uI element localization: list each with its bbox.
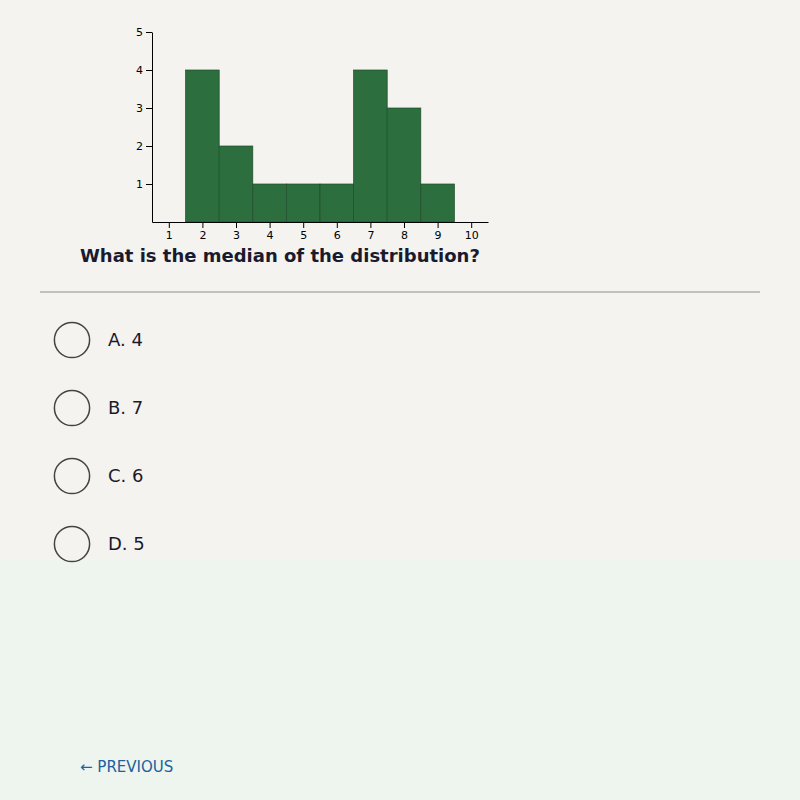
- y-tick: 3: [136, 102, 152, 115]
- x-tick-mark: [169, 222, 170, 228]
- y-tick-mark: [146, 146, 152, 147]
- x-tick-label: 8: [401, 229, 408, 242]
- bar: [421, 184, 455, 222]
- x-tick-mark: [202, 222, 203, 228]
- option-label[interactable]: D. 5: [108, 533, 145, 554]
- option[interactable]: B. 7: [54, 390, 143, 425]
- radio-button[interactable]: [54, 526, 89, 561]
- title: What is the median of the distribution?: [80, 245, 480, 266]
- x-tick-label: 2: [199, 229, 206, 242]
- y-tick-mark: [146, 70, 152, 71]
- bar: [354, 70, 388, 222]
- option[interactable]: C. 6: [54, 458, 143, 493]
- x-tick-mark: [438, 222, 439, 228]
- x-tick: 3: [233, 222, 240, 242]
- background-bottom: [0, 560, 800, 800]
- y-tick-label: 5: [136, 26, 143, 39]
- x-tick-label: 7: [367, 229, 374, 242]
- bar: [253, 184, 287, 222]
- x-tick-label: 6: [334, 229, 341, 242]
- bar: [320, 184, 354, 222]
- y-tick: 2: [136, 140, 152, 153]
- y-axis-line: [152, 33, 153, 223]
- x-axis: 1 2 3 4 5 6 7 8 9 10: [153, 222, 489, 242]
- x-tick: 9: [435, 222, 442, 242]
- x-tick: 6: [334, 222, 341, 242]
- x-tick: 7: [367, 222, 374, 242]
- bar: [219, 146, 253, 222]
- y-tick-mark: [146, 32, 152, 33]
- x-tick: 1: [166, 222, 173, 242]
- x-tick-mark: [404, 222, 405, 228]
- previous-link[interactable]: ← PREVIOUS: [80, 758, 173, 776]
- x-tick-mark: [337, 222, 338, 228]
- option[interactable]: A. 4: [54, 322, 143, 357]
- radio-button[interactable]: [54, 322, 89, 357]
- x-tick-mark: [270, 222, 271, 228]
- x-tick: 2: [199, 222, 206, 242]
- page: 1 2 3 4 5 6 7 8 9 10 1 2 3 4 5 What is the median of th…: [0, 0, 800, 800]
- option-label[interactable]: C. 6: [108, 465, 143, 486]
- bar: [387, 108, 421, 222]
- radio-button[interactable]: [54, 390, 89, 425]
- y-tick-label: 2: [136, 140, 143, 153]
- chart: 1 2 3 4 5 6 7 8 9 10 1 2 3 4 5: [136, 26, 489, 242]
- y-tick-mark: [146, 184, 152, 185]
- radio-button[interactable]: [54, 458, 89, 493]
- bar: [186, 70, 220, 222]
- option[interactable]: D. 5: [54, 526, 144, 561]
- x-tick-label: 9: [435, 229, 442, 242]
- x-tick-mark: [471, 222, 472, 228]
- y-axis: 1 2 3 4 5: [136, 26, 153, 222]
- option-label[interactable]: B. 7: [108, 397, 143, 418]
- y-tick: 5: [136, 26, 152, 39]
- y-tick-label: 3: [136, 102, 143, 115]
- x-tick-label: 1: [166, 229, 173, 242]
- x-tick-mark: [236, 222, 237, 228]
- divider: [40, 291, 760, 293]
- y-tick-label: 4: [136, 64, 143, 77]
- x-tick-label: 5: [300, 229, 307, 242]
- x-tick-label: 3: [233, 229, 240, 242]
- x-tick: 5: [300, 222, 307, 242]
- y-tick: 4: [136, 64, 152, 77]
- x-tick-label: 4: [267, 229, 274, 242]
- x-tick: 10: [465, 222, 479, 242]
- y-tick-label: 1: [136, 178, 143, 191]
- x-tick: 8: [401, 222, 408, 242]
- y-tick: 1: [136, 178, 152, 191]
- background-top: [0, 0, 800, 560]
- bar: [286, 184, 320, 222]
- x-tick-mark: [303, 222, 304, 228]
- bars: [186, 70, 455, 222]
- x-tick-mark: [370, 222, 371, 228]
- y-tick-mark: [146, 108, 152, 109]
- x-tick-label: 10: [465, 229, 479, 242]
- option-label[interactable]: A. 4: [108, 329, 143, 350]
- x-tick: 4: [267, 222, 274, 242]
